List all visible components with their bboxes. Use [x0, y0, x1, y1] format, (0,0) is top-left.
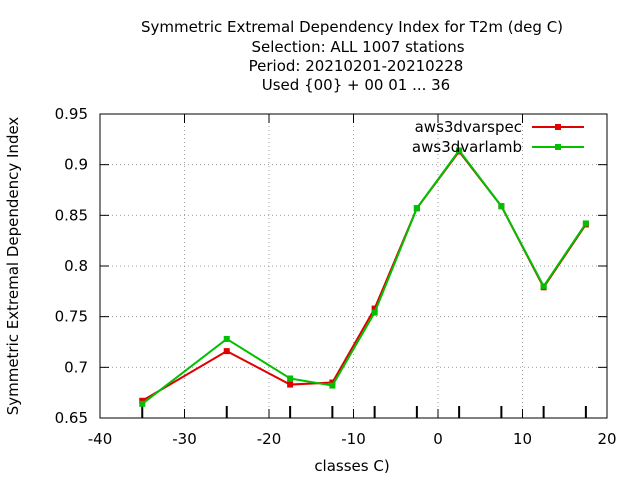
y-tick-label: 0.8	[64, 257, 88, 275]
title-line-3: Period: 20210201-20210228	[249, 57, 464, 75]
y-tick-label: 0.7	[64, 358, 88, 376]
y-axis-label: Symmetric Extremal Dependency Index	[4, 117, 22, 416]
data-point	[371, 309, 378, 316]
x-tick-label: 0	[433, 430, 443, 448]
data-point	[287, 381, 294, 388]
y-tick-label: 0.65	[55, 409, 88, 427]
legend: aws3dvarspec aws3dvarlamb	[412, 118, 584, 156]
legend-label-1: aws3dvarspec	[415, 118, 522, 136]
legend-swatch-marker	[555, 124, 561, 130]
data-point	[139, 397, 146, 404]
series-2	[139, 147, 589, 407]
data-point	[223, 335, 230, 342]
data-point	[139, 400, 146, 407]
data-point	[498, 203, 505, 210]
data-point	[413, 205, 420, 212]
x-tick-label: -40	[88, 430, 113, 448]
x-tick-label: 20	[597, 430, 616, 448]
grid	[100, 114, 607, 418]
x-tick-label: -20	[257, 430, 282, 448]
title-line-1: Symmetric Extremal Dependency Index for …	[141, 18, 563, 36]
x-axis-label: classes C)	[314, 457, 389, 475]
title-line-2: Selection: ALL 1007 stations	[251, 38, 464, 56]
data-point	[223, 348, 230, 355]
series-1	[139, 148, 589, 404]
data-point	[287, 375, 294, 382]
data-point	[371, 305, 378, 312]
data-point	[329, 379, 336, 386]
series-line	[141, 149, 587, 402]
y-tick-label: 0.85	[55, 206, 88, 224]
data-point	[582, 220, 589, 227]
series	[139, 147, 589, 407]
series-line	[141, 148, 587, 405]
x-tick-label: -10	[341, 430, 366, 448]
data-point	[540, 283, 547, 290]
y-tick-label: 0.75	[55, 308, 88, 326]
plot-frame	[99, 113, 608, 419]
tick-labels: -40 -30 -20 -10 0 10 20 0.65 0.7 0.75 0.8 0.85 0.9 0.…	[55, 105, 617, 448]
data-point	[329, 382, 336, 389]
x-tick-label: 10	[513, 430, 532, 448]
legend-swatch-marker	[555, 144, 561, 150]
title-line-4: Used {00} + 00 01 ... 36	[262, 76, 450, 94]
axes	[99, 113, 608, 419]
data-point	[456, 147, 463, 154]
legend-label-2: aws3dvarlamb	[412, 138, 522, 156]
x-tick-label: -30	[172, 430, 197, 448]
y-tick-label: 0.9	[64, 156, 88, 174]
y-tick-label: 0.95	[55, 105, 88, 123]
chart-title: Symmetric Extremal Dependency Index for …	[141, 18, 563, 94]
